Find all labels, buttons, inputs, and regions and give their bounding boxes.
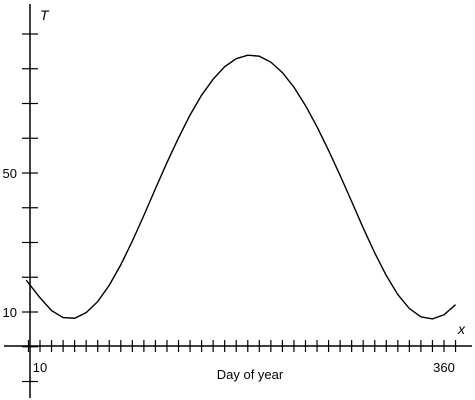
x-axis-title: Day of year <box>217 367 284 382</box>
x-tick-label: 360 <box>433 360 455 375</box>
x-tick-label: 10 <box>33 360 47 375</box>
temperature-curve <box>25 54 457 320</box>
y-variable-label: T <box>40 7 50 23</box>
x-variable-label: x <box>457 321 466 337</box>
y-tick-label: 10 <box>3 305 17 320</box>
y-tick-labels: 10 50 <box>3 166 17 320</box>
x-tick-labels: 10 360 <box>33 360 455 375</box>
y-tick-label: 50 <box>3 166 17 181</box>
